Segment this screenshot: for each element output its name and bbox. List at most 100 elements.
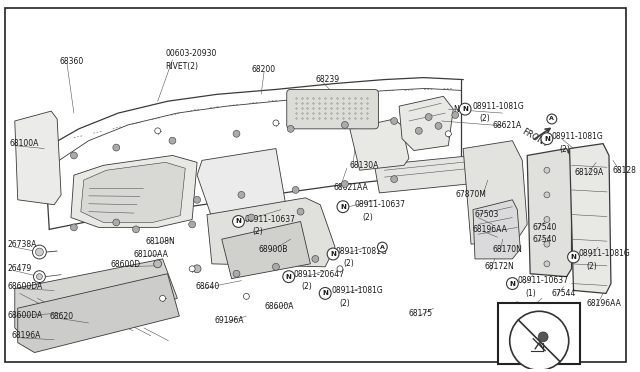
Text: 68170N: 68170N — [493, 244, 523, 254]
Text: N: N — [340, 204, 346, 210]
Text: 68172N: 68172N — [485, 262, 515, 271]
Circle shape — [113, 144, 120, 151]
Text: 08911-20647: 08911-20647 — [294, 270, 345, 279]
Text: 68128: 68128 — [613, 166, 637, 175]
Circle shape — [132, 226, 140, 233]
Circle shape — [390, 118, 397, 124]
Circle shape — [390, 176, 397, 183]
Text: 68360: 68360 — [59, 57, 83, 66]
Circle shape — [193, 265, 201, 273]
Text: 68640: 68640 — [195, 282, 220, 291]
Text: 69196A: 69196A — [215, 315, 244, 324]
Circle shape — [544, 261, 550, 267]
Circle shape — [425, 113, 432, 121]
Circle shape — [312, 256, 319, 262]
Circle shape — [33, 245, 46, 259]
Circle shape — [273, 263, 280, 270]
Text: 68196AA: 68196AA — [586, 299, 621, 308]
Text: (1): (1) — [525, 289, 536, 298]
Text: (2): (2) — [586, 262, 597, 271]
Text: (2): (2) — [339, 299, 349, 308]
Circle shape — [248, 214, 255, 221]
Circle shape — [273, 120, 279, 126]
Circle shape — [378, 242, 387, 252]
Polygon shape — [71, 155, 197, 227]
Text: (2): (2) — [363, 213, 373, 222]
Text: (2): (2) — [479, 115, 490, 124]
Text: 00603-20930: 00603-20930 — [166, 49, 217, 58]
Circle shape — [337, 201, 349, 213]
Text: N: N — [544, 136, 550, 142]
Circle shape — [547, 114, 557, 124]
Circle shape — [189, 266, 195, 272]
Circle shape — [33, 271, 45, 283]
Circle shape — [506, 278, 518, 289]
Text: 67540: 67540 — [532, 223, 557, 232]
Circle shape — [327, 248, 339, 260]
Polygon shape — [15, 259, 177, 343]
Circle shape — [113, 219, 120, 226]
Circle shape — [233, 130, 240, 137]
Circle shape — [243, 294, 250, 299]
Polygon shape — [350, 119, 409, 170]
Polygon shape — [570, 144, 611, 294]
Text: 68600DA: 68600DA — [8, 282, 43, 291]
Circle shape — [502, 308, 512, 318]
Circle shape — [544, 167, 550, 173]
Polygon shape — [18, 274, 179, 353]
Circle shape — [452, 112, 459, 119]
Text: RIVET(2): RIVET(2) — [166, 62, 198, 71]
Circle shape — [154, 260, 162, 268]
Text: 26738A: 26738A — [8, 240, 37, 248]
Circle shape — [70, 152, 77, 159]
Circle shape — [435, 122, 442, 129]
Text: 26479: 26479 — [8, 264, 32, 273]
Circle shape — [35, 248, 44, 256]
Circle shape — [189, 221, 196, 228]
FancyBboxPatch shape — [287, 89, 378, 129]
Polygon shape — [399, 96, 453, 151]
Text: 67870M: 67870M — [455, 190, 486, 199]
Text: 68600A: 68600A — [264, 302, 294, 311]
Circle shape — [568, 251, 579, 263]
Text: 68600DA: 68600DA — [8, 311, 43, 320]
Polygon shape — [374, 153, 508, 193]
Text: 08911-1081G: 08911-1081G — [579, 250, 630, 259]
Text: 68620: 68620 — [49, 312, 74, 321]
Text: 68621AA: 68621AA — [333, 183, 368, 192]
Text: 08911-10637: 08911-10637 — [517, 276, 568, 285]
Text: 68239: 68239 — [316, 75, 339, 84]
Text: N: N — [571, 254, 577, 260]
Text: N: N — [509, 280, 515, 286]
Text: N: N — [286, 274, 292, 280]
Circle shape — [159, 295, 166, 301]
Text: N: N — [330, 251, 336, 257]
Text: N: N — [236, 218, 241, 224]
Circle shape — [459, 103, 471, 115]
Text: (2): (2) — [301, 282, 312, 291]
Circle shape — [36, 274, 42, 280]
Circle shape — [194, 196, 200, 203]
Polygon shape — [221, 221, 310, 279]
Text: 68196A: 68196A — [12, 331, 41, 340]
Text: 68600D: 68600D — [110, 260, 141, 269]
Text: N: N — [453, 105, 459, 113]
Circle shape — [283, 271, 294, 283]
Circle shape — [544, 241, 550, 247]
FancyBboxPatch shape — [498, 303, 580, 364]
Text: 08911-10637: 08911-10637 — [522, 302, 573, 311]
Circle shape — [445, 131, 451, 137]
Text: FRONT: FRONT — [520, 127, 549, 149]
Polygon shape — [473, 200, 520, 259]
Circle shape — [337, 266, 343, 272]
Text: 67544: 67544 — [552, 289, 576, 298]
Text: A: A — [380, 245, 385, 250]
Polygon shape — [207, 198, 335, 267]
Circle shape — [415, 127, 422, 134]
Circle shape — [238, 192, 245, 198]
Text: 68129A: 68129A — [575, 168, 604, 177]
Text: (1): (1) — [530, 314, 541, 323]
Text: N: N — [462, 106, 468, 112]
Circle shape — [70, 224, 77, 231]
Text: 68100AA: 68100AA — [133, 250, 168, 260]
